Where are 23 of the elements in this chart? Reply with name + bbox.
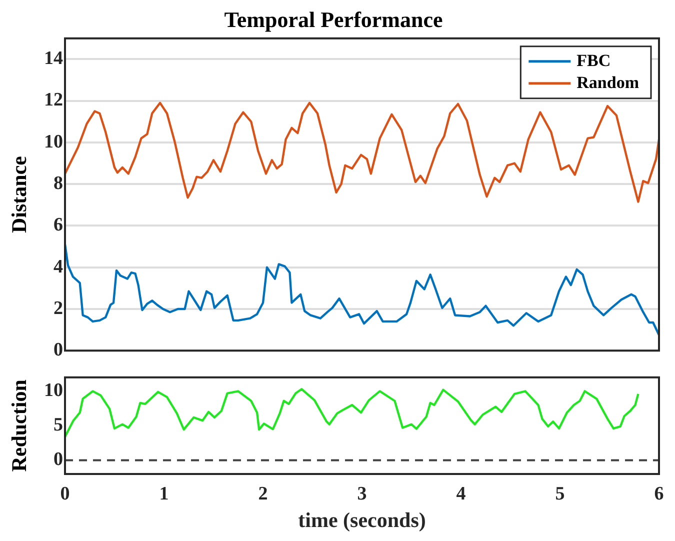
chart-title: Temporal Performance — [224, 6, 443, 32]
legend-label: FBC — [576, 50, 611, 70]
legend-label: Random — [576, 72, 640, 92]
x-tick-label: 6 — [654, 483, 664, 504]
y-tick-label: 0 — [54, 449, 63, 470]
y-tick-label: 12 — [44, 90, 63, 111]
y-tick-label: 0 — [54, 340, 63, 361]
y-axis-title: Distance — [7, 156, 32, 233]
x-tick-label: 1 — [159, 483, 169, 504]
x-tick-label: 2 — [258, 483, 268, 504]
y-tick-label: 4 — [54, 256, 64, 278]
y-tick-label: 2 — [54, 298, 63, 319]
y-tick-label: 10 — [44, 131, 63, 152]
x-axis-title: time (seconds) — [298, 508, 426, 532]
y-tick-label: 10 — [44, 380, 63, 402]
x-tick-label: 4 — [456, 483, 466, 504]
y-tick-label: 6 — [54, 214, 63, 236]
x-tick-label: 5 — [555, 483, 565, 504]
y-tick-label: 14 — [44, 48, 64, 70]
y-tick-label: 5 — [54, 414, 63, 436]
x-tick-label: 3 — [357, 483, 367, 504]
y-tick-label: 8 — [54, 173, 63, 194]
y-axis-title: Reduction — [7, 379, 32, 472]
